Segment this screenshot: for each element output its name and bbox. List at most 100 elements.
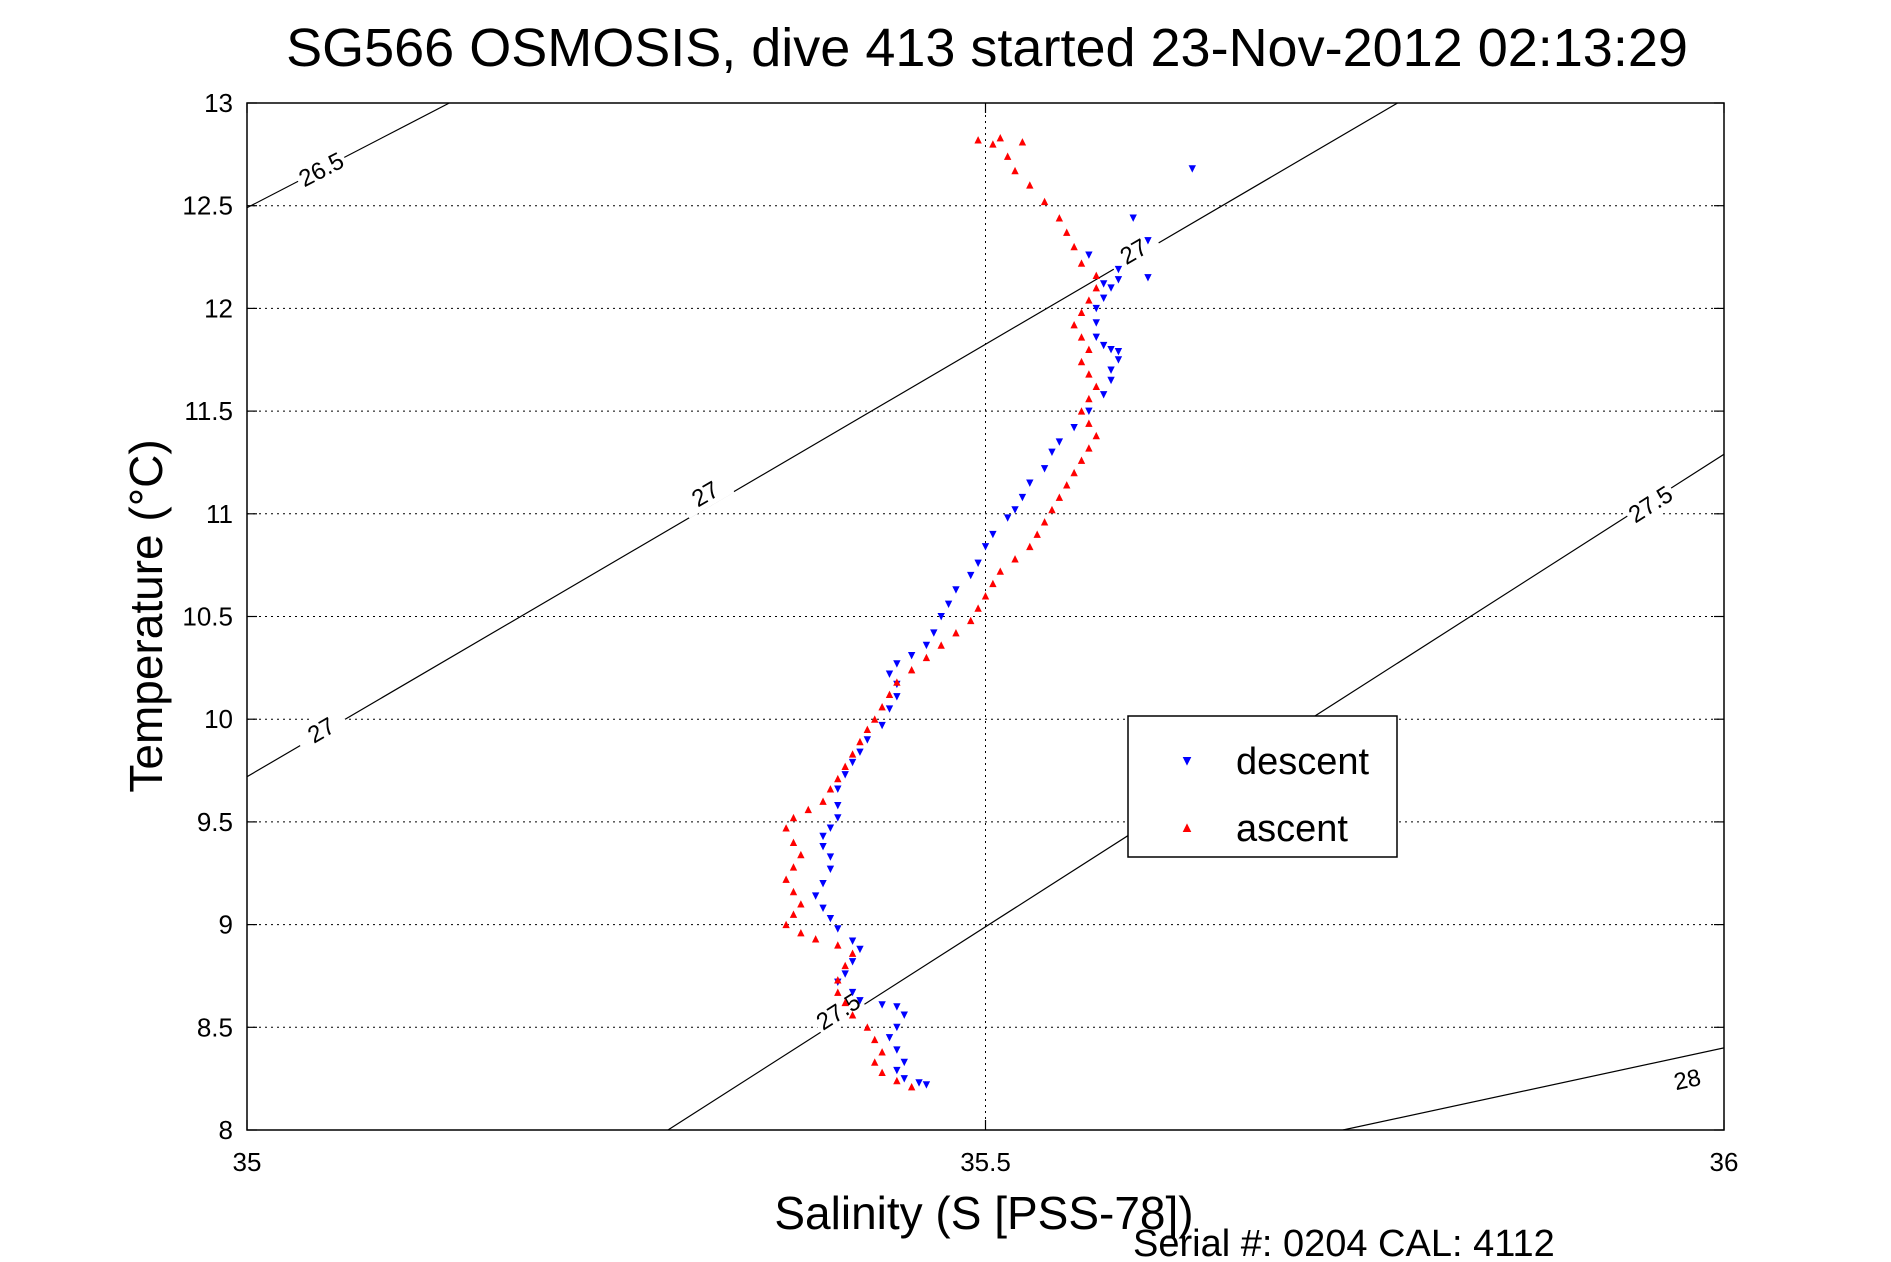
descent-point [1107, 366, 1115, 374]
descent-point [1018, 493, 1027, 502]
descent-point [826, 914, 835, 923]
ascent-point [907, 666, 916, 674]
y-tick-label: 9.5 [197, 807, 233, 837]
ascent-point [841, 961, 849, 970]
ascent-point [826, 785, 835, 793]
descent-point [893, 693, 901, 701]
descent-point [848, 758, 857, 767]
ascent-point [1092, 382, 1100, 390]
y-tick-label: 11.5 [184, 396, 233, 426]
ascent-point [893, 678, 901, 686]
descent-point [893, 1003, 901, 1011]
chart-legend: descent ascent [1127, 715, 1398, 858]
ascent-point [1085, 296, 1093, 304]
descent-point [826, 824, 835, 832]
ascent-point [1018, 138, 1027, 146]
x-tick-label: 35 [233, 1147, 262, 1177]
series-ascent [782, 134, 1100, 1091]
ascent-point [1040, 197, 1049, 206]
ascent-point [1063, 228, 1071, 236]
ascent-point [1092, 283, 1100, 292]
descent-point [981, 543, 990, 551]
ascent-point [871, 1058, 879, 1066]
ascent-point [848, 949, 857, 957]
legend-marker-descent [1182, 757, 1192, 766]
descent-point [826, 853, 835, 861]
ascent-point [1085, 394, 1093, 403]
descent-point [819, 843, 827, 851]
legend-marker-ascent [1182, 823, 1192, 832]
ascent-point [1085, 345, 1093, 353]
ascent-point [871, 715, 879, 723]
axis-ticks: 35 35.5 36 8 8.5 9 9.5 10 10.5 11 11.5 12 12.5 13 [182, 88, 1738, 1177]
y-tick-label: 12 [204, 293, 233, 323]
y-tick-label: 12.5 [182, 191, 233, 221]
descent-point [1114, 265, 1123, 274]
ascent-point [981, 592, 990, 600]
descent-point [1144, 274, 1152, 282]
ascent-point [819, 797, 827, 805]
y-tick-label: 9 [219, 910, 233, 940]
ascent-point [1040, 518, 1049, 526]
descent-point [1099, 391, 1108, 399]
ascent-point [841, 998, 849, 1007]
x-tick-label: 35.5 [960, 1147, 1011, 1177]
ascent-point [863, 725, 872, 733]
descent-point [900, 1011, 908, 1019]
descent-point [989, 530, 997, 539]
ascent-point [967, 616, 975, 625]
descent-point [856, 945, 864, 954]
descent-point [1040, 465, 1049, 473]
ascent-point [937, 641, 945, 649]
x-axis-label: Salinity (S [PSS-78]) [774, 1187, 1193, 1239]
descent-point [1107, 284, 1115, 292]
ascent-point [811, 935, 820, 943]
descent-point [819, 832, 827, 841]
ascent-point [1092, 431, 1100, 440]
isopycnal-label-bg [1620, 477, 1680, 530]
descent-point [856, 997, 864, 1005]
descent-point [1114, 356, 1123, 364]
descent-point [848, 958, 857, 966]
descent-point [834, 801, 842, 810]
isopycnal-label-bg [1658, 1059, 1716, 1098]
ascent-point [848, 1011, 857, 1019]
isopycnal-label-bg [291, 144, 351, 194]
descent-point [1085, 407, 1093, 415]
ascent-point [789, 863, 798, 871]
descent-point [922, 641, 931, 650]
chart-title: SG566 OSMOSIS, dive 413 started 23-Nov-2… [286, 18, 1688, 78]
y-axis-label: Temperature (°C) [120, 439, 172, 792]
descent-point [834, 785, 842, 793]
descent-point [819, 904, 827, 913]
y-tick-label: 11 [206, 499, 233, 529]
descent-point [1048, 448, 1056, 457]
x-tick-label: 36 [1710, 1147, 1739, 1177]
ascent-point [804, 805, 812, 814]
descent-point [900, 1058, 908, 1067]
ascent-point [782, 920, 790, 929]
ascent-point [797, 900, 805, 908]
descent-point [1026, 479, 1034, 487]
descent-point [1099, 341, 1108, 350]
ascent-point [863, 1023, 872, 1031]
ascent-point [1011, 166, 1019, 175]
ascent-point [1070, 468, 1078, 477]
descent-point [930, 629, 938, 637]
descent-point [1070, 424, 1078, 432]
serial-cal-footer: Serial #: 0204 CAL: 4112 [1133, 1223, 1555, 1262]
ascent-point [922, 653, 931, 662]
ascent-point [893, 1076, 901, 1085]
descent-point [1129, 214, 1137, 222]
ascent-point [878, 1048, 886, 1056]
y-tick-label: 10 [204, 704, 233, 734]
ascent-point [1092, 271, 1100, 280]
ascent-point [1026, 181, 1034, 189]
ascent-point [834, 976, 842, 984]
descent-point [1092, 333, 1100, 342]
descent-point [841, 771, 849, 779]
ascent-point [1077, 259, 1086, 267]
ascent-point [797, 928, 805, 937]
isopycnal-label-bg [675, 468, 735, 519]
descent-point [834, 814, 842, 822]
